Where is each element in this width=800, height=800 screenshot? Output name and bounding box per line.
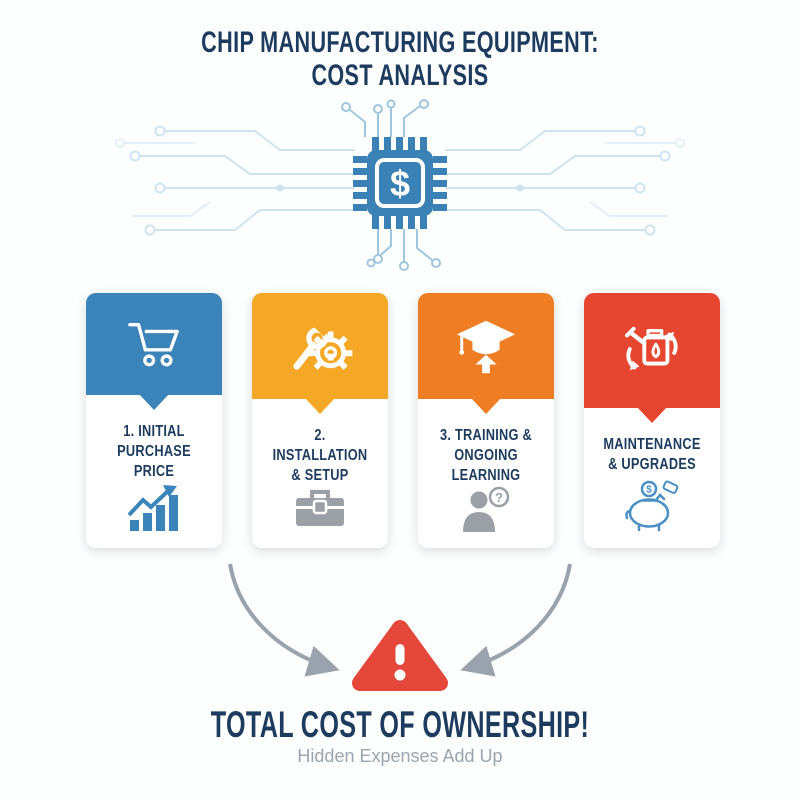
chip-dollar-symbol: $: [390, 163, 410, 204]
dollar-chip-icon: $: [353, 137, 447, 229]
circuit-traces: [115, 99, 685, 271]
oil-can-recycle-icon: [624, 326, 678, 370]
page-title: CHIP MANUFACTURING EQUIPMENT: COST ANALY…: [112, 26, 688, 92]
card4-header: [584, 293, 720, 408]
card-installation-setup: 2. INSTALLATION & SETUP: [252, 293, 388, 548]
footer-headline: TOTAL COST OF OWNERSHIP!: [210, 704, 590, 745]
card-initial-purchase-price: 1. INITIAL PURCHASE PRICE: [86, 293, 222, 548]
left-converge-arrow: [228, 563, 340, 677]
card1-header: [86, 293, 222, 395]
person-question-icon: ?: [463, 486, 510, 532]
footer-subline: Hidden Expenses Add Up: [297, 746, 503, 766]
card-training-learning: 3. TRAINING & ONGOING LEARNING ?: [418, 293, 554, 548]
dollar-chip-circuit-graphic: $: [115, 99, 685, 271]
card2-header: [252, 293, 388, 399]
shopping-cart-icon: [128, 323, 179, 367]
cost-cards-row: 1. INITIAL PURCHASE PRICE: [86, 293, 720, 548]
page-title-line2: COST ANALYSIS: [311, 59, 489, 92]
warning-triangle-icon: [352, 620, 448, 691]
converge-warning-graphic: [228, 563, 572, 691]
piggy-bank-coin-icon: $: [625, 480, 679, 532]
card-maintenance-upgrades: MAINTENANCE & UPGRADES $: [584, 293, 720, 548]
toolbox-icon: [296, 490, 344, 526]
growth-bar-chart-icon: [127, 485, 178, 531]
wrench-gear-icon: [293, 318, 353, 370]
coin-dollar-glyph: $: [646, 485, 652, 496]
card1-label: 1. INITIAL PURCHASE PRICE: [117, 423, 191, 480]
card2-label: 2. INSTALLATION & SETUP: [272, 427, 368, 484]
page-title-line1: CHIP MANUFACTURING EQUIPMENT:: [201, 26, 599, 59]
card3-label: 3. TRAINING & ONGOING LEARNING: [439, 427, 533, 484]
card4-label: MAINTENANCE & UPGRADES: [603, 436, 701, 473]
question-glyph: ?: [495, 490, 503, 505]
right-converge-arrow: [460, 563, 572, 677]
graduation-cap-arrow-icon: [456, 320, 516, 374]
card3-header: [418, 293, 554, 399]
